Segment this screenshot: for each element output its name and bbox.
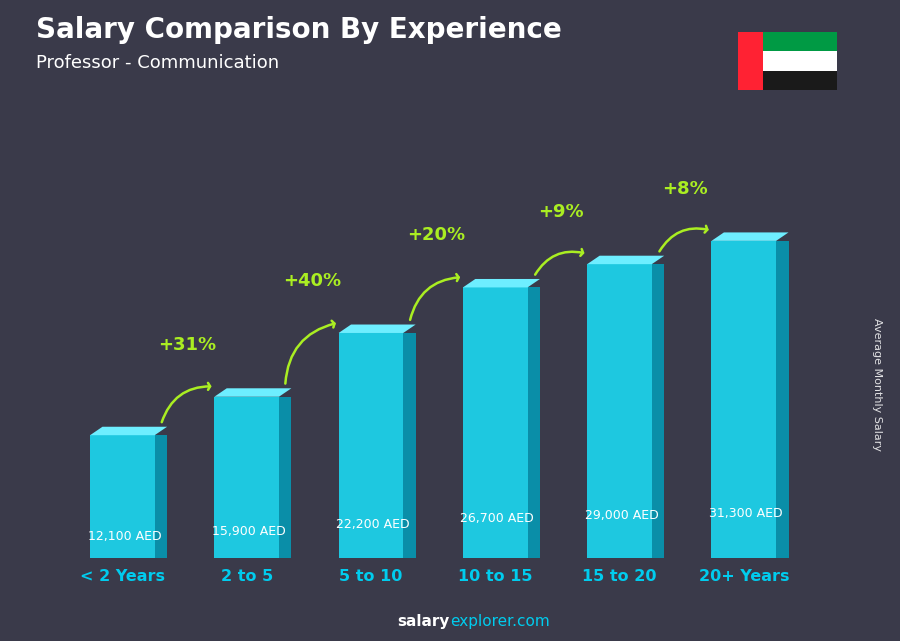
- Polygon shape: [403, 333, 416, 558]
- Bar: [214, 397, 279, 558]
- Bar: [338, 333, 403, 558]
- Polygon shape: [652, 264, 664, 558]
- Polygon shape: [463, 279, 540, 287]
- Bar: [763, 51, 837, 71]
- Polygon shape: [776, 241, 788, 558]
- Bar: [712, 241, 776, 558]
- Polygon shape: [527, 287, 540, 558]
- Text: 29,000 AED: 29,000 AED: [585, 510, 659, 522]
- Bar: [587, 264, 652, 558]
- Text: Salary Comparison By Experience: Salary Comparison By Experience: [36, 16, 562, 44]
- Text: Professor - Communication: Professor - Communication: [36, 54, 279, 72]
- Text: 12,100 AED: 12,100 AED: [87, 530, 161, 543]
- Bar: [763, 71, 837, 90]
- Text: salary: salary: [398, 615, 450, 629]
- Text: +9%: +9%: [537, 203, 583, 221]
- Polygon shape: [214, 388, 292, 397]
- Polygon shape: [155, 435, 167, 558]
- Bar: [763, 32, 837, 51]
- Text: Average Monthly Salary: Average Monthly Salary: [872, 318, 883, 451]
- Text: +40%: +40%: [283, 272, 341, 290]
- Text: 26,700 AED: 26,700 AED: [461, 512, 535, 525]
- Text: +20%: +20%: [407, 226, 465, 244]
- Polygon shape: [279, 397, 292, 558]
- Polygon shape: [587, 256, 664, 264]
- Polygon shape: [338, 324, 416, 333]
- Text: 22,200 AED: 22,200 AED: [336, 518, 410, 531]
- Bar: [463, 287, 527, 558]
- Polygon shape: [90, 427, 167, 435]
- Bar: [738, 32, 763, 90]
- Text: 31,300 AED: 31,300 AED: [709, 506, 783, 520]
- Text: +31%: +31%: [158, 336, 217, 354]
- Text: 15,900 AED: 15,900 AED: [212, 526, 285, 538]
- Bar: [90, 435, 155, 558]
- Text: explorer.com: explorer.com: [450, 615, 550, 629]
- Polygon shape: [712, 233, 788, 241]
- Text: +8%: +8%: [662, 180, 707, 198]
